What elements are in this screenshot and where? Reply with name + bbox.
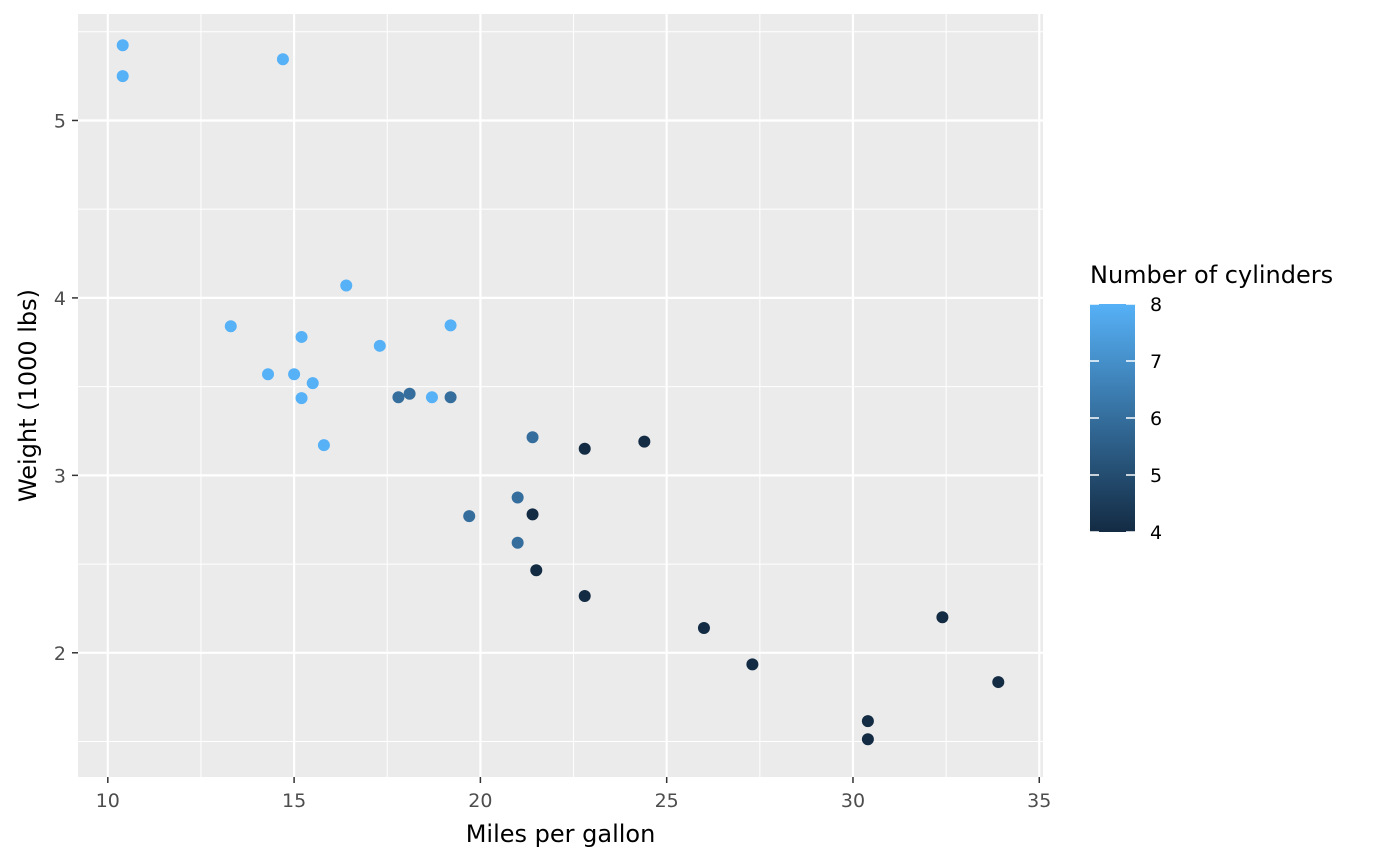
data-point bbox=[444, 319, 457, 332]
x-tick-label: 35 bbox=[1027, 790, 1051, 812]
data-point bbox=[317, 439, 330, 452]
data-point bbox=[936, 611, 949, 624]
y-tick-label: 4 bbox=[54, 288, 66, 310]
data-point bbox=[288, 368, 301, 381]
data-point bbox=[224, 320, 237, 333]
data-point bbox=[295, 392, 308, 405]
x-tick-label: 15 bbox=[282, 790, 306, 812]
data-point bbox=[530, 564, 543, 577]
colorbar-tick-label: 6 bbox=[1150, 408, 1162, 430]
gridlines bbox=[78, 14, 1043, 777]
x-axis-title: Miles per gallon bbox=[466, 820, 656, 848]
x-tick-label: 10 bbox=[96, 790, 120, 812]
data-point bbox=[392, 391, 405, 404]
data-point bbox=[425, 391, 438, 404]
y-tick-label: 2 bbox=[54, 643, 66, 665]
legend-title: Number of cylinders bbox=[1090, 261, 1333, 289]
colorbar-tick-label: 5 bbox=[1150, 465, 1162, 487]
data-point bbox=[306, 377, 319, 390]
x-tick-label: 25 bbox=[655, 790, 679, 812]
y-tick-label: 5 bbox=[54, 110, 66, 132]
data-point bbox=[746, 658, 759, 671]
x-tick-label: 20 bbox=[468, 790, 492, 812]
data-point bbox=[861, 733, 874, 746]
data-point bbox=[262, 368, 275, 381]
colorbar-tick-label: 8 bbox=[1150, 294, 1162, 316]
data-point bbox=[638, 435, 651, 448]
axes: 10 15 20 25 30 35 2 3 4 5 bbox=[54, 110, 1051, 812]
data-point bbox=[861, 715, 874, 728]
plot-panel bbox=[78, 14, 1043, 777]
data-point bbox=[511, 491, 524, 504]
data-point bbox=[697, 621, 710, 634]
legend: Number of cylinders 4 5 6 7 8 bbox=[1090, 261, 1333, 544]
data-point bbox=[578, 442, 591, 455]
colorbar-tick-label: 4 bbox=[1150, 522, 1162, 544]
data-point bbox=[444, 391, 457, 404]
x-tick-label: 30 bbox=[841, 790, 865, 812]
data-point bbox=[511, 536, 524, 549]
data-point bbox=[116, 39, 129, 52]
data-point bbox=[373, 339, 386, 352]
data-point bbox=[526, 508, 539, 521]
data-points bbox=[116, 39, 1005, 746]
data-point bbox=[526, 431, 539, 444]
data-point bbox=[403, 387, 416, 400]
data-point bbox=[340, 279, 353, 292]
data-point bbox=[116, 70, 129, 83]
data-point bbox=[295, 330, 308, 343]
data-point bbox=[276, 53, 289, 66]
data-point bbox=[992, 676, 1005, 689]
colorbar-tick-label: 7 bbox=[1150, 351, 1162, 373]
data-point bbox=[463, 510, 476, 523]
y-axis-title: Weight (1000 lbs) bbox=[14, 289, 42, 502]
y-tick-label: 3 bbox=[54, 465, 66, 487]
data-point bbox=[578, 590, 591, 603]
